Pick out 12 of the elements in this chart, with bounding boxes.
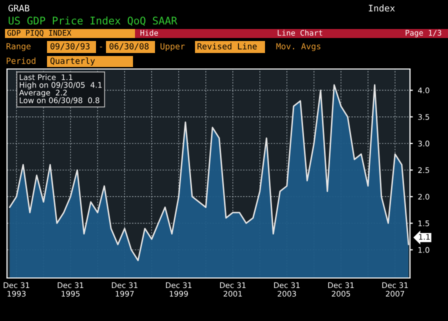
text: Range [6,43,31,52]
text: Period [6,57,36,64]
text: Upper [160,43,185,52]
text: Revised Line [198,42,257,50]
text: GRAB [8,4,30,12]
text: Index [368,4,395,12]
text: Mov. Avgs [276,43,320,52]
text: Quarterly [50,57,95,66]
chart-title: US GDP Price Index QoQ SAAR [8,16,178,26]
text: 09/30/93 [50,43,90,50]
text: - [100,46,102,48]
text: 06/30/08 [110,43,149,50]
